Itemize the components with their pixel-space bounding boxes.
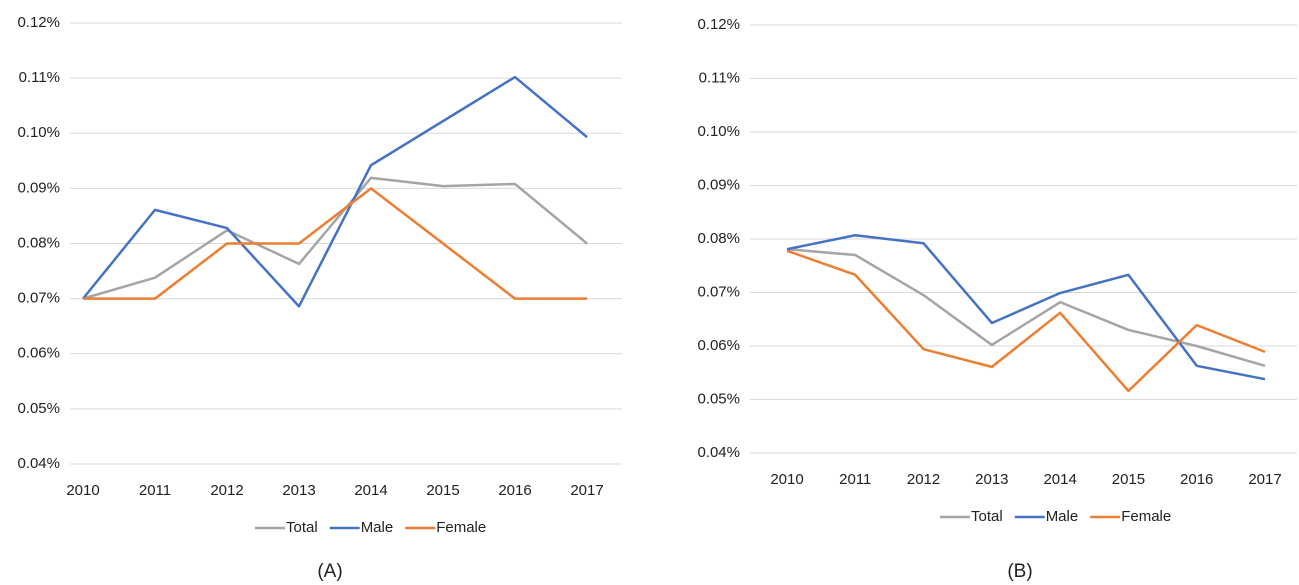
legend-label: Male (361, 519, 394, 536)
y-tick-label: 0.12% (697, 16, 740, 33)
caption: (A) (317, 561, 342, 582)
x-tick-label: 2013 (975, 471, 1008, 488)
x-tick-label: 2015 (426, 482, 459, 499)
x-tick-label: 2016 (498, 482, 531, 499)
series-line (82, 75, 588, 308)
legend-label: Female (436, 519, 486, 536)
x-tick-label: 2012 (907, 471, 940, 488)
x-tick-label: 2016 (1180, 471, 1213, 488)
x-tick-label: 2014 (1043, 471, 1076, 488)
x-tick-label: 2015 (1112, 471, 1145, 488)
y-tick-label: 0.08% (17, 234, 60, 251)
legend-label: Total (971, 508, 1003, 525)
y-tick-label: 0.11% (19, 69, 60, 86)
y-tick-label: 0.04% (697, 444, 740, 461)
series-line (786, 234, 1266, 381)
legend-label: Total (286, 519, 318, 536)
series-line (83, 187, 587, 300)
y-tick-label: 0.07% (697, 283, 740, 300)
x-tick-label: 2017 (570, 482, 603, 499)
y-tick-label: 0.06% (697, 337, 740, 354)
x-tick-label: 2017 (1248, 471, 1281, 488)
x-tick-label: 2012 (210, 482, 243, 499)
y-tick-label: 0.09% (697, 176, 740, 193)
y-tick-label: 0.07% (17, 290, 60, 307)
y-tick-label: 0.10% (17, 124, 60, 141)
series-line (786, 247, 1266, 367)
legend-label: Female (1121, 508, 1171, 525)
y-tick-label: 0.08% (697, 230, 740, 247)
x-tick-label: 2010 (770, 471, 803, 488)
x-tick-label: 2010 (66, 482, 99, 499)
x-tick-label: 2011 (139, 482, 171, 499)
x-tick-label: 2013 (282, 482, 315, 499)
y-tick-label: 0.05% (697, 390, 740, 407)
y-tick-label: 0.04% (17, 455, 60, 472)
y-tick-label: 0.12% (17, 14, 60, 31)
legend-label: Male (1046, 508, 1079, 525)
x-tick-label: 2014 (354, 482, 387, 499)
x-tick-label: 2011 (839, 471, 871, 488)
y-tick-label: 0.10% (697, 123, 740, 140)
series-line (786, 249, 1266, 393)
y-tick-label: 0.09% (17, 179, 60, 196)
y-tick-label: 0.05% (17, 400, 60, 417)
y-tick-label: 0.11% (699, 69, 740, 86)
series-line (82, 176, 588, 300)
y-tick-label: 0.06% (17, 345, 60, 362)
caption: (B) (1007, 561, 1032, 582)
